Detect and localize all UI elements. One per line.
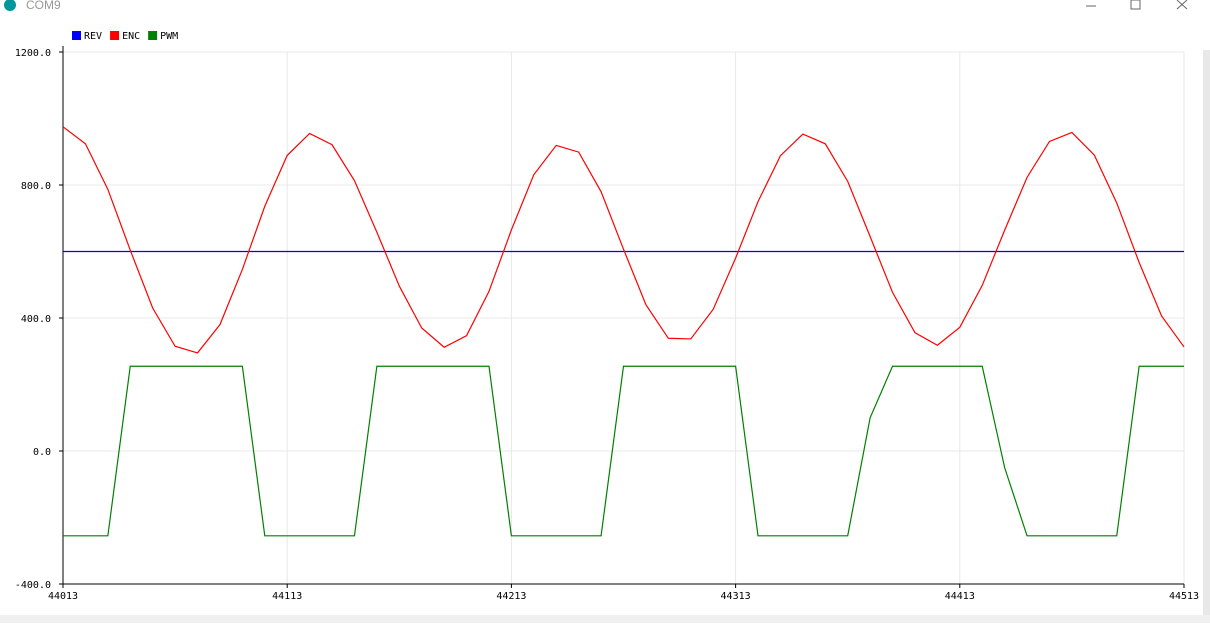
bottom-bar — [0, 615, 1210, 623]
x-tick-label: 44213 — [496, 591, 526, 602]
x-tick-label: 44113 — [272, 591, 302, 602]
app-icon — [4, 0, 16, 11]
legend-swatch — [148, 31, 158, 40]
x-tick-label: 44513 — [1169, 591, 1199, 602]
y-tick-label: 400.0 — [21, 314, 51, 325]
x-tick-label: 44313 — [721, 591, 751, 602]
series-line — [62, 126, 1185, 354]
legend-label: REV — [84, 31, 102, 42]
x-tick-label: 44013 — [48, 591, 78, 602]
legend-label: PWM — [160, 31, 178, 42]
plot: -400.0 0.0 400.0 800.0 1200.0 44013 44113 44213… — [15, 31, 1199, 602]
close-button[interactable] — [1176, 0, 1188, 10]
maximize-button[interactable] — [1130, 0, 1141, 10]
y-tick-label: 800.0 — [21, 181, 51, 192]
scrollbar — [1203, 50, 1210, 623]
legend-label: ENC — [122, 31, 140, 42]
y-tick-label: 1200.0 — [15, 48, 51, 59]
series-line — [63, 365, 1184, 537]
window-title: COM9 — [26, 0, 61, 12]
legend-swatch — [110, 31, 120, 40]
legend-swatch — [72, 31, 81, 40]
y-tick-label: 0.0 — [33, 447, 51, 458]
x-tick-label: 44413 — [945, 591, 975, 602]
y-tick-label: -400.0 — [15, 580, 51, 591]
